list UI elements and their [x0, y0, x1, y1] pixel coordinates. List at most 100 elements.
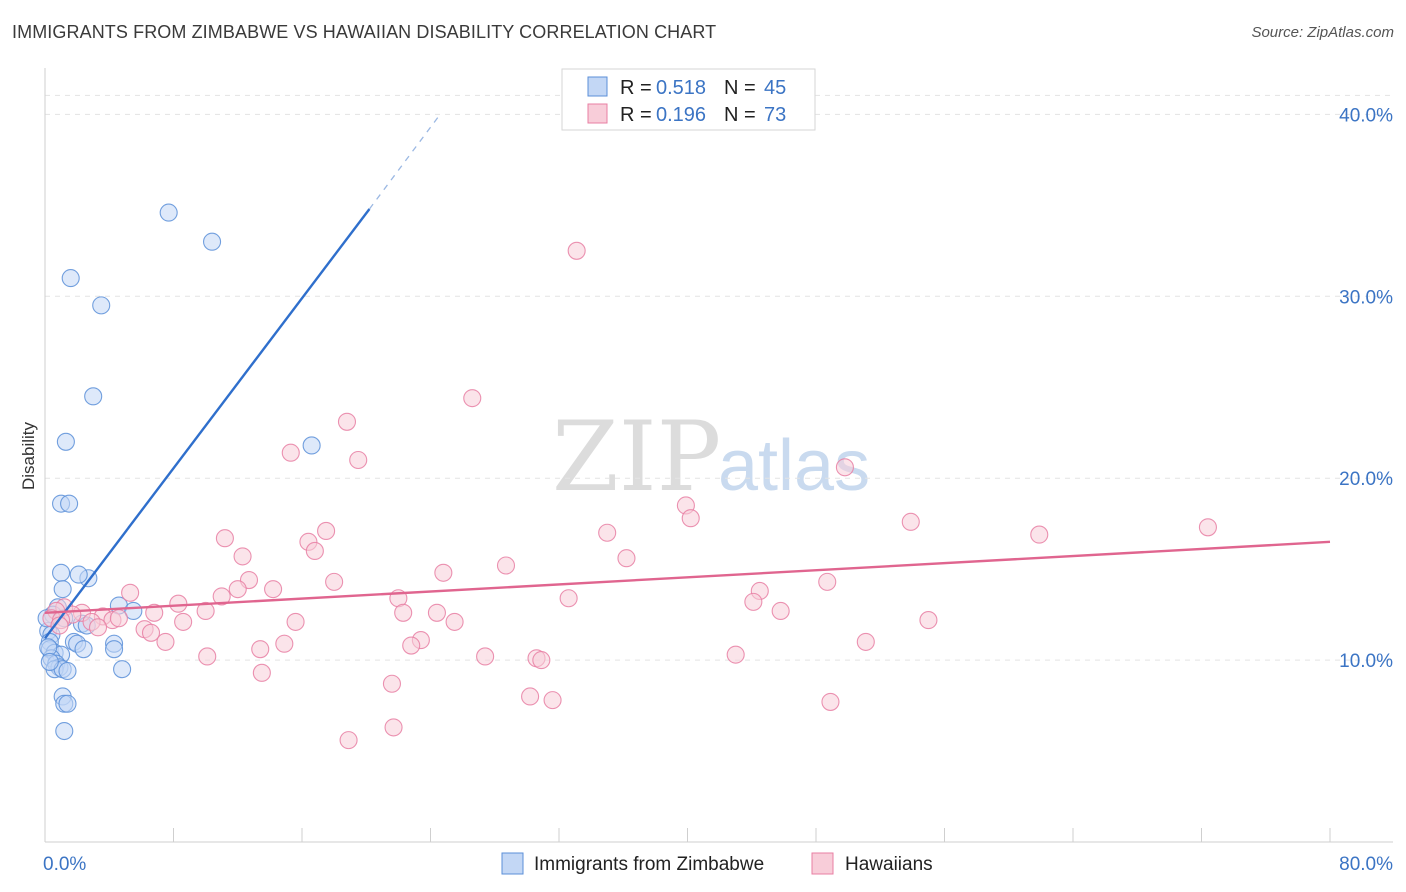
point-s1-3: [281, 443, 300, 462]
point-s1-17: [617, 549, 636, 568]
point-s1-61: [198, 647, 217, 666]
point-s1-60: [726, 645, 745, 664]
point-s0-1: [203, 232, 222, 251]
point-s1-57: [275, 634, 294, 653]
series-legend: Immigrants from Zimbabwe Hawaiians: [501, 852, 933, 875]
stats-legend-r-label-0: R =: [620, 77, 652, 99]
tick-labels: 10.0% 20.0% 30.0% 40.0% 0.0% 80.0%: [43, 105, 1393, 875]
point-s1-38: [771, 601, 790, 621]
point-s1-29: [559, 589, 578, 608]
point-s1-65: [252, 663, 271, 682]
point-s1-19: [434, 563, 453, 582]
point-s1-36: [394, 603, 413, 622]
point-s1-24: [228, 580, 247, 599]
point-s1-0: [567, 241, 586, 260]
point-s0-3: [92, 296, 111, 315]
point-s1-72: [50, 616, 69, 635]
y-tick-label-1: 20.0%: [1339, 469, 1393, 490]
watermark-zip: ZIP: [552, 401, 721, 513]
stats-legend-r-value-0: 0.518: [656, 77, 706, 99]
point-s0-30: [105, 640, 124, 659]
point-s1-55: [856, 632, 875, 651]
axes: [44, 68, 1393, 843]
watermark: ZIP atlas: [552, 401, 870, 513]
point-s1-9: [1198, 518, 1217, 537]
trend-line-0: [44, 208, 371, 639]
point-s1-53: [141, 623, 161, 642]
point-s1-51: [88, 618, 108, 637]
stats-legend-swatch-0: [587, 76, 608, 97]
point-s0-4: [84, 387, 103, 406]
point-s0-36: [58, 661, 77, 681]
point-s0-44: [40, 652, 59, 671]
point-s1-27: [212, 587, 231, 606]
stats-legend-n-value-0: 45: [764, 77, 786, 99]
point-s1-49: [445, 612, 464, 631]
point-s1-4: [349, 450, 368, 470]
point-s0-40: [58, 694, 77, 713]
stats-legend: R = 0.518 N = 45 R = 0.196 N = 73: [561, 68, 816, 131]
point-s0-2: [61, 269, 80, 288]
x-tick-label-0: 0.0%: [43, 854, 86, 875]
point-s1-12: [317, 521, 336, 540]
point-s0-9: [52, 563, 71, 582]
point-s0-12: [53, 580, 72, 599]
point-s0-8: [60, 494, 79, 513]
point-s1-15: [305, 541, 324, 561]
stats-legend-n-label-1: N =: [724, 104, 756, 126]
point-s1-30: [744, 592, 763, 611]
point-s1-35: [145, 603, 164, 622]
point-s1-22: [818, 572, 837, 591]
point-s1-59: [251, 640, 270, 659]
y-tick-label-3: 40.0%: [1339, 105, 1393, 126]
data-points: [37, 203, 1217, 750]
point-s1-71: [339, 731, 358, 750]
point-s1-66: [382, 674, 402, 693]
point-s1-11: [1030, 525, 1049, 544]
point-s0-29: [74, 640, 93, 659]
point-s1-34: [196, 601, 215, 621]
series-legend-swatch-1: [811, 852, 834, 875]
point-s0-6: [302, 436, 321, 455]
point-s1-68: [543, 691, 562, 710]
point-s1-7: [681, 509, 700, 528]
point-s1-26: [121, 583, 140, 602]
point-s1-67: [521, 687, 540, 706]
point-s1-13: [215, 529, 234, 548]
y-tick-label-2: 30.0%: [1339, 287, 1393, 308]
point-s1-5: [835, 458, 854, 477]
point-s1-21: [325, 572, 344, 591]
point-s1-62: [476, 647, 495, 666]
point-s1-70: [384, 718, 403, 737]
point-s1-37: [427, 603, 446, 622]
chart-source: Source: ZipAtlas.com: [1251, 24, 1394, 41]
point-s1-31: [169, 594, 188, 613]
series-legend-swatch-0: [501, 852, 524, 875]
point-s1-18: [496, 556, 516, 575]
point-s1-50: [919, 611, 938, 630]
point-s1-58: [402, 636, 421, 655]
y-tick-label-0: 10.0%: [1339, 651, 1393, 672]
point-s1-47: [174, 612, 193, 631]
stats-legend-swatch-1: [587, 103, 608, 124]
chart-title: IMMIGRANTS FROM ZIMBABWE VS HAWAIIAN DIS…: [12, 22, 717, 42]
stats-legend-r-value-1: 0.196: [656, 104, 706, 126]
series-legend-label-1: Hawaiians: [845, 854, 933, 875]
point-s0-0: [159, 203, 178, 222]
trend-line-extension-0: [368, 113, 441, 210]
point-s1-46: [109, 609, 128, 628]
point-s1-23: [264, 580, 283, 599]
y-axis-label: Disability: [19, 421, 38, 490]
point-s0-41: [55, 721, 74, 741]
point-s1-10: [598, 523, 617, 542]
point-s1-64: [532, 651, 551, 670]
trend-line-1: [44, 540, 1331, 614]
point-s1-8: [901, 512, 920, 531]
stats-legend-n-value-1: 73: [764, 104, 786, 126]
stats-legend-n-label-0: N =: [724, 77, 756, 99]
point-s0-5: [56, 432, 75, 451]
stats-legend-r-label-1: R =: [620, 104, 652, 126]
point-s0-11: [69, 565, 88, 584]
point-s1-48: [286, 612, 305, 631]
